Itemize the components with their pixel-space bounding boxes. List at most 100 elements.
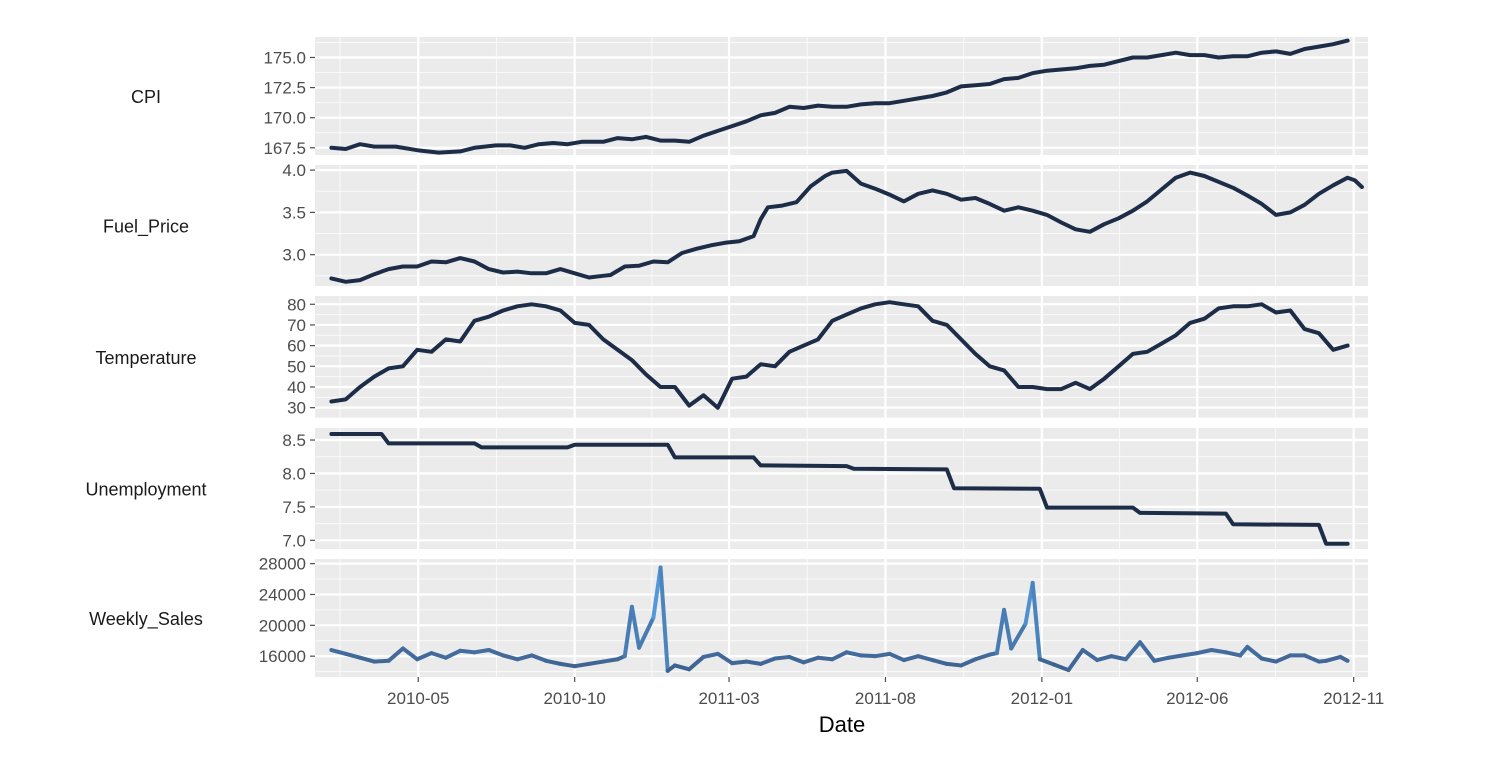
series-segment-weekly-sales (1152, 655, 1171, 663)
series-segment-weekly-sales (429, 651, 448, 660)
series-segment-weekly-sales (486, 648, 506, 658)
series-segment-weekly-sales (1095, 654, 1114, 663)
y-tick-label: 16000 (259, 647, 306, 666)
series-segment-weekly-sales (1109, 654, 1128, 662)
y-tick-label: 40 (287, 378, 306, 397)
y-tick-label: 7.5 (282, 498, 306, 517)
series-segment-weekly-sales (944, 661, 964, 668)
series-segment-weekly-sales (329, 648, 348, 656)
panel-fuel-price: 3.0 3.5 4.0 Fuel_Price (103, 161, 1368, 286)
y-tick-label: 70 (287, 316, 306, 335)
series-segment-weekly-sales (1030, 580, 1042, 662)
series-segment-weekly-sales (343, 651, 362, 660)
x-axis: 2010-05 2010-10 2011-03 2011-08 2012-01 2012-… (387, 677, 1384, 708)
series-segment-weekly-sales (1273, 653, 1293, 664)
series-segment-weekly-sales (415, 651, 434, 662)
facet-label-cpi: CPI (131, 87, 161, 107)
y-tick-label: 28000 (259, 555, 306, 574)
chart-panels: 167.5 170.0 172.5 175.0 CPI 3.0 3.5 4.0 Fuel_Pri… (85, 37, 1368, 677)
facet-label-unemployment: Unemployment (85, 480, 206, 500)
series-line-cpi (329, 38, 1350, 155)
series-segment-weekly-sales (529, 653, 549, 663)
series-segment-weekly-sales (1138, 640, 1157, 663)
y-tick-label: 24000 (259, 585, 306, 604)
y-tick-label: 8.0 (282, 464, 306, 483)
x-tick-label: 2010-10 (543, 689, 605, 708)
series-segment-weekly-sales (1223, 650, 1243, 658)
series-segment-weekly-sales (1037, 657, 1057, 667)
series-segment-weekly-sales (515, 653, 534, 662)
series-segment-weekly-sales (887, 651, 906, 663)
series-line-fuel-price (329, 168, 1364, 284)
series-segment-weekly-sales (1338, 654, 1350, 663)
y-tick-label: 3.5 (282, 203, 306, 222)
series-segment-weekly-sales (858, 653, 878, 659)
series-segment-weekly-sales (1123, 640, 1143, 662)
y-tick-label: 4.0 (282, 161, 306, 180)
series-line-temperature (329, 300, 1350, 410)
series-segment-weekly-sales (372, 658, 391, 664)
series-line-unemployment (329, 432, 1350, 546)
x-axis-title: Date (819, 712, 865, 737)
series-segment-weekly-sales (1180, 651, 1200, 658)
x-tick-label: 2012-11 (1323, 689, 1384, 708)
y-tick-label: 3.0 (282, 246, 306, 265)
y-tick-label: 172.5 (263, 79, 306, 98)
series-segment-weekly-sales (994, 607, 1007, 656)
x-tick-label: 2011-03 (698, 689, 759, 708)
series-segment-weekly-sales (586, 659, 606, 666)
series-segment-weekly-sales (687, 654, 706, 672)
facet-label-temperature: Temperature (95, 348, 196, 368)
series-segment-weekly-sales (1195, 648, 1214, 656)
x-tick-label: 2010-05 (387, 689, 449, 708)
y-tick-label: 30 (287, 399, 306, 418)
x-tick-label: 2011-08 (855, 689, 916, 708)
series-segment-weekly-sales (601, 657, 620, 664)
series-segment-weekly-sales (622, 604, 634, 659)
series-segment-weekly-sales (472, 648, 491, 655)
series-segment-weekly-sales (1080, 648, 1100, 663)
series-segment-weekly-sales (443, 648, 463, 660)
y-tick-label: 175.0 (263, 48, 306, 67)
facet-label-weekly-sales: Weekly_Sales (89, 609, 203, 630)
panel-unemployment: 7.0 7.5 8.0 8.5 Unemployment (85, 428, 1368, 550)
series-segment-weekly-sales (787, 654, 806, 665)
panel-cpi: 167.5 170.0 172.5 175.0 CPI (131, 37, 1368, 158)
series-segment-weekly-sales (959, 657, 978, 668)
series-segment-weekly-sales (1209, 648, 1228, 655)
panel-weekly-sales: 16000 20000 24000 28000 Weekly_Sales (89, 555, 1368, 677)
series-segment-weekly-sales (637, 615, 656, 650)
y-tick-label: 7.0 (282, 531, 306, 550)
y-tick-label: 60 (287, 337, 306, 356)
series-segment-weekly-sales (1245, 644, 1264, 661)
series-segment-weekly-sales (930, 658, 949, 666)
series-segment-weekly-sales (400, 646, 420, 662)
series-segment-weekly-sales (730, 659, 749, 666)
series-segment-weekly-sales (701, 651, 720, 659)
series-segment-weekly-sales (1052, 662, 1071, 673)
x-tick-label: 2012-06 (1166, 689, 1228, 708)
y-tick-label: 80 (287, 295, 306, 314)
y-tick-label: 20000 (259, 616, 306, 635)
series-segment-weekly-sales (815, 655, 835, 662)
series-segment-weekly-sales (544, 658, 563, 666)
y-tick-label: 50 (287, 357, 306, 376)
x-tick-label: 2012-01 (1011, 689, 1073, 708)
facet-label-fuel-price: Fuel_Price (103, 217, 189, 238)
series-segment-weekly-sales (773, 654, 792, 661)
series-segment-weekly-sales (357, 655, 377, 664)
series-segment-weekly-sales (658, 565, 670, 673)
series-segment-weekly-sales (386, 646, 405, 663)
series-segment-weekly-sales (672, 663, 692, 672)
series-segment-weekly-sales (873, 651, 892, 659)
series-segment-weekly-sales (801, 655, 820, 665)
series-segment-weekly-sales (629, 604, 642, 650)
series-segment-weekly-sales (1009, 621, 1028, 651)
panel-background (315, 165, 1368, 286)
series-segment-weekly-sales (1259, 656, 1278, 664)
series-segment-weekly-sales (1324, 654, 1343, 663)
panel-background (315, 428, 1368, 549)
series-segment-weekly-sales (558, 661, 577, 669)
